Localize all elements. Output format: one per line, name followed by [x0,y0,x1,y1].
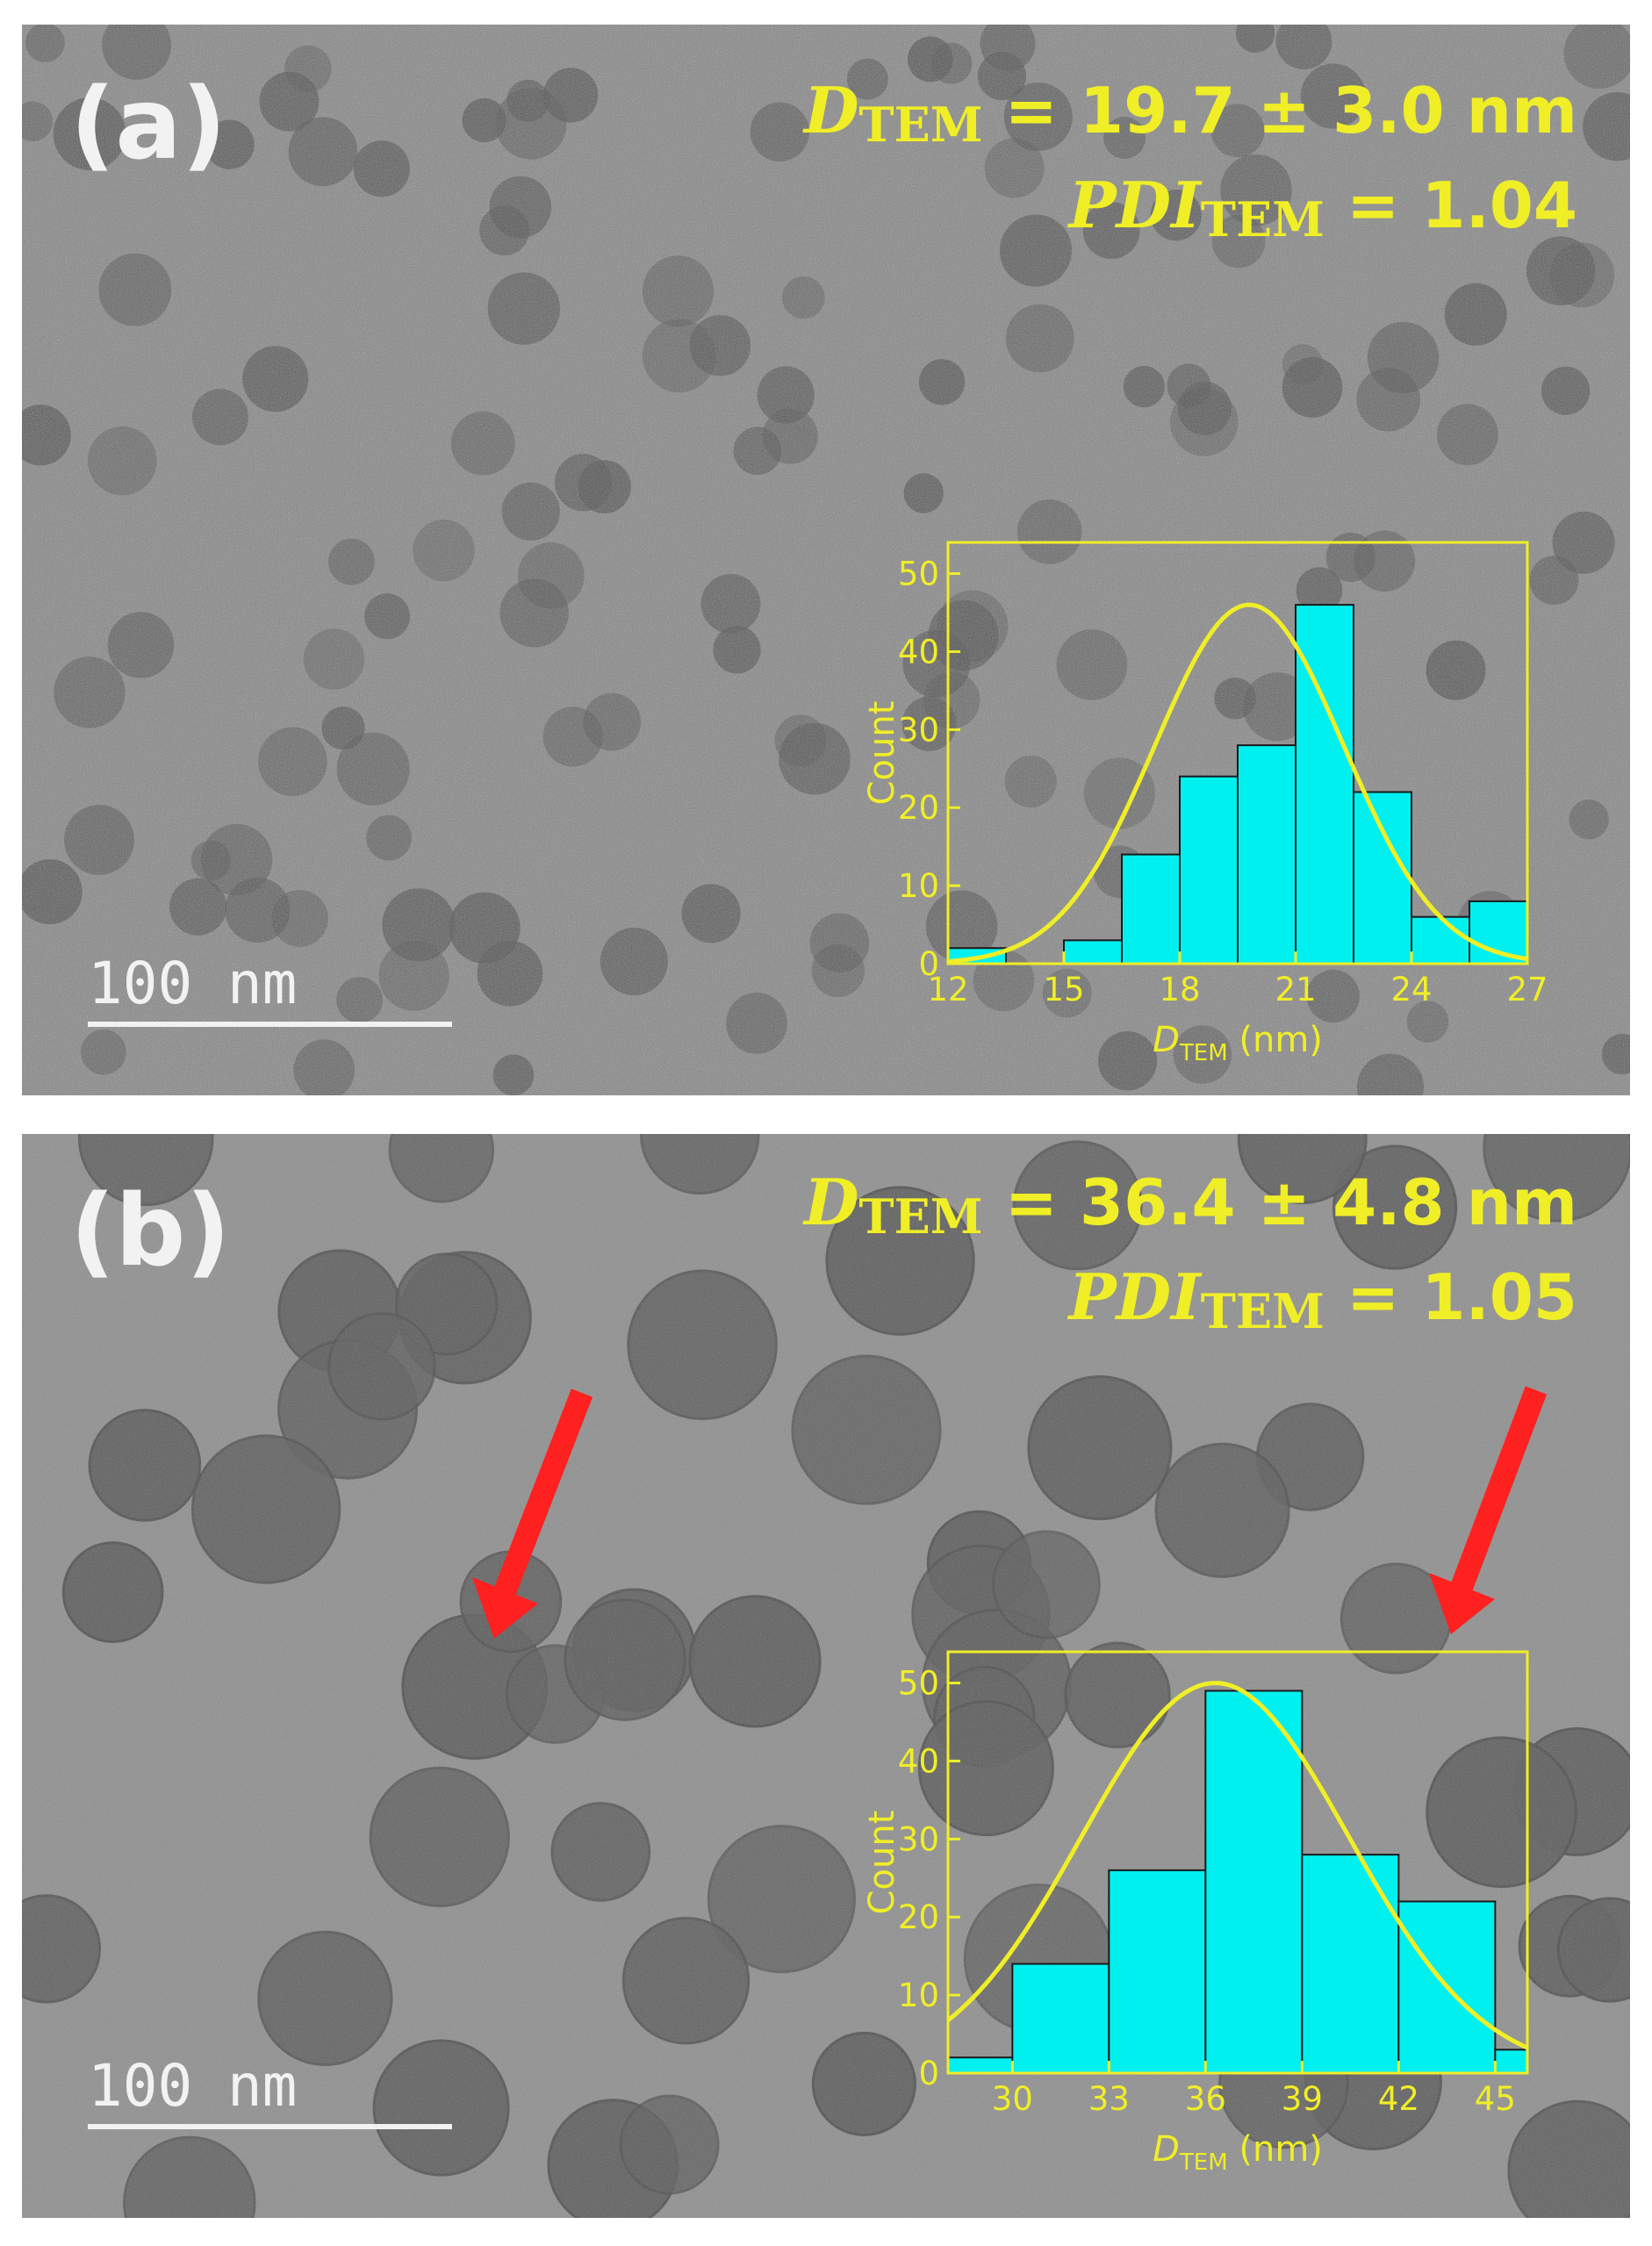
x-tick-label: 12 [927,971,968,1008]
stat-subscript: TEM [1200,1283,1325,1339]
y-axis-label: Count [862,701,902,806]
scale-bar-line [88,2124,452,2129]
x-tick-label: 45 [1475,2080,1516,2118]
panel-label: (a) [70,68,226,182]
gaussian-fit-line [948,602,1527,964]
y-tick-label: 10 [898,867,939,905]
stat-subscript: TEM [858,1188,983,1245]
x-tick-label: 24 [1390,971,1432,1008]
y-tick-label: 0 [918,945,939,983]
tem-micrograph-b [22,1134,1630,2218]
size-histogram-a: 12 15 18 21 24 27 0 10 20 30 40 50 DTEM (nm) Count [862,541,1548,1066]
y-tick-label: 40 [898,633,939,671]
x-tick-label: 33 [1088,2080,1130,2118]
tem-panel-b: (b) DTEM = 36.4 ± 4.8 nm PDITEM = 1.05 1… [22,1134,1630,2218]
scale-bar: 100 nm [88,955,452,1027]
histogram-bar [1301,1854,1400,2073]
stat-value: = 1.05 [1324,1260,1577,1334]
size-histogram-b: 30 33 36 39 42 45 0 10 20 30 40 50 DTEM (nm) Count [862,1650,1529,2176]
pdi-stat: PDITEM = 1.05 [1069,1266,1578,1336]
arrow-icon [1429,1386,1548,1634]
stat-value: = 1.04 [1324,169,1577,242]
histogram-bar [1494,2049,1527,2073]
stat-symbol: D [803,1165,859,1239]
x-tick-label: 42 [1378,2080,1419,2118]
stat-symbol: PDI [1068,168,1201,242]
x-tick-label: 27 [1506,971,1548,1008]
x-axis-label: DTEM (nm) [1153,1020,1323,1066]
stat-value: = 36.4 ± 4.8 nm [982,1166,1577,1239]
y-tick-label: 30 [898,1820,939,1858]
gaussian-fit-line [948,1681,1527,2050]
x-tick-label: 39 [1282,2080,1323,2118]
y-tick-label: 20 [898,1898,939,1936]
histogram-bar [1108,1869,1207,2073]
plot-frame [946,1650,1529,2075]
plot-frame [946,541,1529,965]
pdi-stat: PDITEM = 1.04 [1069,174,1578,244]
y-tick-label: 30 [898,711,939,749]
x-tick-label: 15 [1043,971,1084,1008]
diameter-stat: DTEM = 19.7 ± 3.0 nm [804,79,1577,149]
scale-bar-label: 100 nm [88,950,298,1017]
x-tick-label: 18 [1159,971,1200,1008]
histogram-bar [1179,775,1239,964]
x-axis-label: DTEM (nm) [1153,2129,1323,2176]
histogram-bar [1411,915,1470,964]
scale-bar-line [88,1022,452,1027]
histogram-bar [1204,1690,1304,2073]
x-tick-label: 21 [1275,971,1316,1008]
y-tick-label: 50 [898,556,939,593]
y-tick-label: 0 [918,2055,939,2092]
histogram-bar [1011,1963,1110,2073]
panel-label: (b) [70,1174,231,1288]
stat-value: = 19.7 ± 3.0 nm [982,74,1577,147]
y-tick-label: 10 [898,1977,939,2014]
x-tick-label: 36 [1185,2080,1226,2118]
stat-subscript: TEM [858,97,983,153]
diameter-stat: DTEM = 36.4 ± 4.8 nm [804,1171,1577,1241]
stat-symbol: D [803,73,859,147]
histogram-bar [1121,853,1181,964]
histogram-bar [1237,744,1296,964]
stat-subscript: TEM [1200,191,1325,248]
y-tick-label: 40 [898,1742,939,1780]
y-axis-label: Count [862,1811,902,1915]
stat-symbol: PDI [1068,1259,1201,1334]
tem-panel-a: (a) DTEM = 19.7 ± 3.0 nm PDITEM = 1.04 1… [22,25,1630,1095]
x-tick-label: 30 [992,2080,1033,2118]
y-tick-label: 20 [898,789,939,827]
scale-bar-label: 100 nm [88,2052,298,2120]
arrow-icon [472,1389,593,1639]
y-tick-label: 50 [898,1665,939,1703]
scale-bar: 100 nm [88,2057,452,2129]
histogram-bar [1353,791,1412,964]
histogram-bar [1063,939,1123,964]
